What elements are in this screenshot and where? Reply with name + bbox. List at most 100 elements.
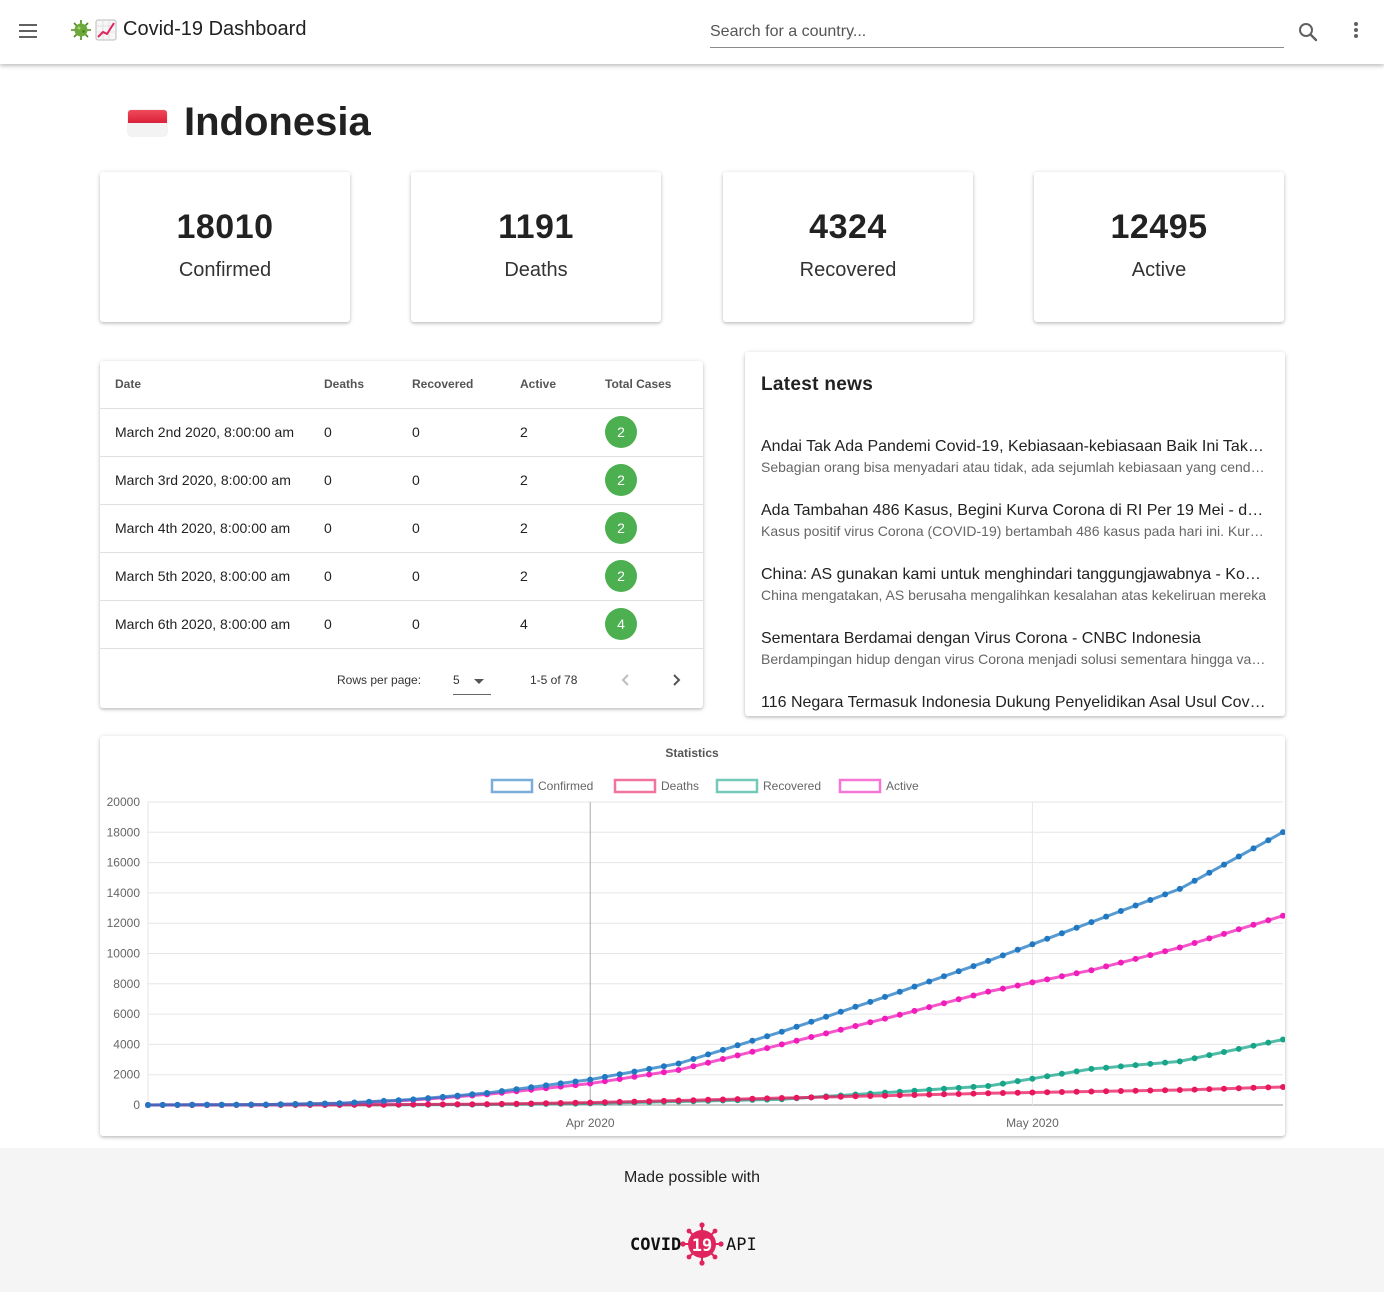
- news-title[interactable]: Ada Tambahan 486 Kasus, Begini Kurva Cor…: [761, 502, 1269, 519]
- data-point-deaths: [1221, 1085, 1227, 1092]
- data-point-confirmed: [262, 1101, 269, 1108]
- search-input[interactable]: [710, 18, 1284, 46]
- news-item[interactable]: 116 Negara Termasuk Indonesia Dukung Pen…: [761, 694, 1269, 712]
- search-icon[interactable]: [1296, 20, 1320, 44]
- data-point-confirmed: [970, 963, 977, 970]
- column-header-recovered[interactable]: Recovered: [397, 361, 505, 409]
- column-header-total-cases[interactable]: Total Cases: [590, 361, 703, 409]
- cell-active: 4: [505, 600, 590, 649]
- data-point-confirmed: [380, 1097, 387, 1104]
- api-logo-left: COVID: [630, 1235, 681, 1255]
- data-point-deaths: [705, 1096, 712, 1103]
- news-item[interactable]: Andai Tak Ada Pandemi Covid-19, Kebiasaa…: [761, 438, 1269, 475]
- dropdown-arrow-icon: [474, 679, 484, 684]
- cell-date: March 2nd 2020, 8:00:00 am: [100, 408, 309, 457]
- data-point-deaths: [1265, 1084, 1272, 1091]
- data-point-recovered: [1280, 1036, 1285, 1043]
- data-point-confirmed: [189, 1101, 196, 1108]
- data-point-confirmed: [660, 1063, 667, 1070]
- data-point-deaths: [690, 1097, 697, 1104]
- more-vert-icon[interactable]: [1344, 20, 1368, 44]
- data-point-recovered: [911, 1087, 918, 1094]
- legend-label: Recovered: [763, 779, 821, 793]
- data-point-deaths: [778, 1095, 785, 1101]
- data-point-recovered: [1029, 1075, 1036, 1082]
- table-pagination: Rows per page: 5 1-5 of 78: [100, 651, 703, 708]
- data-point-recovered: [955, 1084, 962, 1091]
- data-point-confirmed: [1088, 919, 1095, 926]
- cell-total: 2: [590, 408, 703, 457]
- cell-active: 2: [505, 408, 590, 457]
- data-point-active: [1132, 955, 1139, 962]
- data-point-deaths: [1103, 1088, 1110, 1095]
- data-point-deaths: [867, 1093, 874, 1099]
- data-point-deaths: [675, 1097, 682, 1104]
- news-description: Kasus positif virus Corona (COVID-19) be…: [761, 523, 1269, 539]
- data-point-deaths: [970, 1090, 977, 1097]
- data-point-confirmed: [1176, 885, 1183, 892]
- news-title[interactable]: 116 Negara Termasuk Indonesia Dukung Pen…: [761, 694, 1269, 711]
- data-point-deaths: [882, 1092, 888, 1099]
- data-point-recovered: [1073, 1068, 1080, 1075]
- menu-icon[interactable]: [16, 20, 40, 44]
- data-point-confirmed: [823, 1013, 830, 1020]
- data-point-deaths: [999, 1090, 1006, 1096]
- data-point-deaths: [1088, 1088, 1095, 1095]
- legend-swatch: [715, 778, 759, 794]
- data-point-active: [1103, 963, 1110, 970]
- data-point-confirmed: [926, 978, 933, 985]
- legend-swatch: [838, 778, 882, 794]
- data-point-deaths: [837, 1093, 844, 1100]
- history-table-card: Date Deaths Recovered Active Total Cases…: [100, 361, 703, 708]
- data-point-deaths: [808, 1094, 815, 1101]
- cell-date: March 3rd 2020, 8:00:00 am: [100, 456, 309, 505]
- data-point-confirmed: [675, 1060, 682, 1067]
- news-title[interactable]: Sementara Berdamai dengan Virus Corona -…: [761, 630, 1201, 647]
- data-point-active: [896, 1011, 903, 1018]
- data-point-confirmed: [425, 1095, 432, 1102]
- y-tick-label: 8000: [113, 977, 140, 991]
- news-title[interactable]: Andai Tak Ada Pandemi Covid-19, Kebiasaa…: [761, 438, 1269, 455]
- cell-date: March 5th 2020, 8:00:00 am: [100, 552, 309, 601]
- data-point-confirmed: [292, 1101, 299, 1107]
- data-point-confirmed: [1280, 829, 1285, 836]
- data-point-deaths: [1147, 1087, 1154, 1094]
- data-point-deaths: [896, 1092, 903, 1099]
- data-point-active: [955, 996, 962, 1003]
- column-header-active[interactable]: Active: [505, 361, 590, 409]
- rows-per-page-select[interactable]: 5: [453, 665, 491, 695]
- legend-label: Deaths: [661, 779, 699, 793]
- total-cases-badge: 2: [605, 560, 637, 592]
- next-page-icon[interactable]: [664, 668, 688, 692]
- data-point-confirmed: [528, 1084, 535, 1091]
- news-item[interactable]: China: AS gunakan kami untuk menghindari…: [761, 566, 1269, 603]
- data-point-recovered: [1058, 1070, 1065, 1077]
- data-point-confirmed: [896, 988, 903, 995]
- covid19-api-logo[interactable]: COVID 19 API: [630, 1222, 756, 1266]
- table-row: March 4th 2020, 8:00:00 am 0 0 2 2: [100, 504, 703, 553]
- news-title[interactable]: China: AS gunakan kami untuk menghindari…: [761, 566, 1269, 583]
- search-field: [710, 18, 1284, 48]
- stat-value: 1191: [498, 208, 574, 246]
- data-point-confirmed: [1103, 913, 1110, 920]
- data-point-confirmed: [852, 1003, 859, 1010]
- previous-page-icon[interactable]: [614, 668, 638, 692]
- data-point-confirmed: [513, 1086, 520, 1093]
- column-header-deaths[interactable]: Deaths: [309, 361, 397, 409]
- data-point-confirmed: [277, 1101, 284, 1108]
- data-point-deaths: [557, 1100, 564, 1106]
- country-header: Indonesia: [128, 100, 371, 145]
- data-point-active: [985, 988, 992, 995]
- column-header-date[interactable]: Date: [100, 361, 309, 409]
- data-point-recovered: [1176, 1058, 1183, 1065]
- data-point-confirmed: [572, 1078, 579, 1085]
- data-point-confirmed: [307, 1100, 314, 1107]
- data-point-deaths: [719, 1096, 726, 1103]
- news-item[interactable]: Sementara Berdamai dengan Virus Corona -…: [761, 630, 1269, 667]
- cell-deaths: 0: [309, 552, 397, 601]
- news-item[interactable]: Ada Tambahan 486 Kasus, Begini Kurva Cor…: [761, 502, 1269, 539]
- data-point-deaths: [1132, 1087, 1139, 1094]
- total-cases-badge: 2: [605, 464, 637, 496]
- data-point-active: [1221, 930, 1227, 937]
- cell-deaths: 0: [309, 504, 397, 553]
